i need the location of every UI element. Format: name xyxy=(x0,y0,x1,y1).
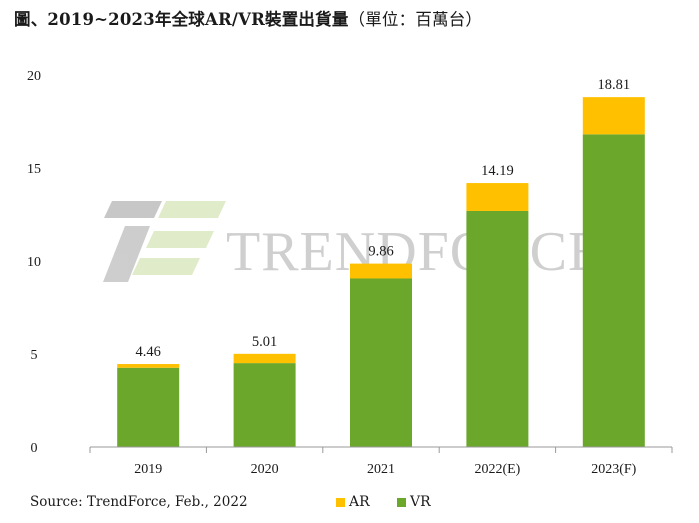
bar-series xyxy=(117,97,645,448)
trendforce-watermark: TRENDFORCE xyxy=(103,201,603,283)
x-tick-label: 2019 xyxy=(134,462,162,477)
bar-ar xyxy=(582,97,645,135)
legend-label-ar: AR xyxy=(349,494,370,510)
x-tick-label: 2023(F) xyxy=(591,462,636,477)
x-tick-label: 2022(E) xyxy=(474,462,520,477)
x-axis: 2019 2020 2021 2022(E) 2023(F) xyxy=(89,446,673,477)
bar-total-label: 4.46 xyxy=(136,344,161,360)
legend-item-ar: AR xyxy=(336,494,370,510)
y-tick-label: 10 xyxy=(27,255,41,270)
trendforce-logo-icon xyxy=(103,201,226,282)
bar-vr xyxy=(117,367,180,447)
data-labels: 4.46 5.01 9.86 14.19 18.81 xyxy=(136,77,631,360)
bar-total-label: 18.81 xyxy=(597,77,630,93)
chart-title-main: 圖、2019~2023年全球AR/VR裝置出貨量 xyxy=(14,10,349,29)
watermark-text: TRENDFORCE xyxy=(226,221,603,283)
x-tick-label: 2021 xyxy=(367,462,395,477)
legend-swatch-ar xyxy=(336,497,345,507)
bar-ar xyxy=(117,364,180,368)
y-axis: 0 5 10 15 20 xyxy=(27,69,41,456)
bar-ar xyxy=(233,353,296,364)
bar-ar xyxy=(350,263,412,279)
bar-total-label: 9.86 xyxy=(368,244,393,260)
bar-vr xyxy=(582,134,645,448)
bar-total-label: 14.19 xyxy=(481,163,514,179)
y-tick-label: 0 xyxy=(31,441,38,456)
bar-ar xyxy=(466,183,529,211)
source-note: Source: TrendForce, Feb., 2022 xyxy=(30,494,248,510)
y-tick-label: 15 xyxy=(27,162,41,177)
legend-label-vr: VR xyxy=(410,494,431,510)
y-tick-label: 20 xyxy=(27,69,41,84)
bar-total-label: 5.01 xyxy=(252,334,277,350)
x-tick-label: 2020 xyxy=(251,462,279,477)
y-tick-label: 5 xyxy=(31,348,38,363)
chart-title: 圖、2019~2023年全球AR/VR裝置出貨量（單位：百萬台） xyxy=(14,6,482,30)
legend-swatch-vr xyxy=(397,497,406,507)
bar-vr xyxy=(466,210,529,447)
bar-vr xyxy=(350,278,412,447)
chart-title-unit: （單位：百萬台） xyxy=(348,10,483,29)
legend-item-vr: VR xyxy=(397,494,431,510)
bar-vr xyxy=(233,363,296,447)
